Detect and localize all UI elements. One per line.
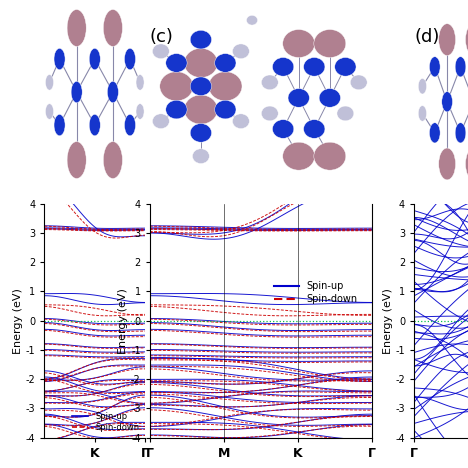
Circle shape bbox=[304, 58, 325, 76]
Circle shape bbox=[190, 124, 212, 142]
Circle shape bbox=[192, 149, 209, 163]
Circle shape bbox=[107, 81, 118, 103]
Circle shape bbox=[103, 9, 123, 46]
Circle shape bbox=[466, 24, 468, 56]
Circle shape bbox=[418, 79, 426, 94]
Circle shape bbox=[442, 92, 453, 112]
Legend: Spin-up, Spin-down: Spin-up, Spin-down bbox=[70, 410, 141, 433]
Text: (c): (c) bbox=[150, 28, 174, 46]
Circle shape bbox=[124, 48, 136, 70]
Circle shape bbox=[439, 24, 455, 56]
Circle shape bbox=[184, 48, 218, 78]
Circle shape bbox=[190, 77, 212, 95]
Circle shape bbox=[430, 123, 440, 143]
Circle shape bbox=[304, 120, 325, 139]
Circle shape bbox=[233, 114, 249, 129]
Circle shape bbox=[45, 104, 53, 119]
Circle shape bbox=[335, 58, 356, 76]
Circle shape bbox=[430, 57, 440, 77]
Y-axis label: Energy (eV): Energy (eV) bbox=[383, 288, 393, 353]
Circle shape bbox=[337, 106, 354, 121]
Circle shape bbox=[160, 72, 193, 101]
Circle shape bbox=[455, 57, 466, 77]
Circle shape bbox=[124, 114, 136, 136]
Circle shape bbox=[272, 58, 294, 76]
Circle shape bbox=[136, 104, 144, 119]
Circle shape bbox=[71, 81, 82, 103]
Circle shape bbox=[439, 148, 455, 180]
Y-axis label: Energy (eV): Energy (eV) bbox=[13, 288, 23, 353]
Circle shape bbox=[184, 95, 218, 124]
Text: (d): (d) bbox=[414, 28, 439, 46]
Circle shape bbox=[166, 100, 187, 119]
Circle shape bbox=[67, 142, 86, 178]
Circle shape bbox=[215, 100, 236, 119]
Y-axis label: Energy (eV): Energy (eV) bbox=[118, 288, 128, 353]
Circle shape bbox=[103, 142, 123, 178]
Circle shape bbox=[54, 48, 65, 70]
Circle shape bbox=[166, 54, 187, 72]
Circle shape bbox=[350, 75, 367, 90]
Circle shape bbox=[215, 54, 236, 72]
Circle shape bbox=[319, 88, 341, 107]
Circle shape bbox=[45, 74, 53, 90]
Circle shape bbox=[272, 120, 294, 139]
Circle shape bbox=[261, 106, 278, 121]
Circle shape bbox=[89, 114, 100, 136]
Circle shape bbox=[89, 48, 100, 70]
Circle shape bbox=[247, 15, 257, 25]
Circle shape bbox=[190, 30, 212, 49]
Circle shape bbox=[283, 142, 314, 170]
Circle shape bbox=[283, 29, 314, 58]
Circle shape bbox=[261, 75, 278, 90]
Circle shape bbox=[466, 148, 468, 180]
Circle shape bbox=[153, 114, 169, 129]
Circle shape bbox=[314, 142, 346, 170]
Circle shape bbox=[54, 114, 65, 136]
Circle shape bbox=[233, 44, 249, 58]
Legend: Spin-up, Spin-down: Spin-up, Spin-down bbox=[271, 278, 360, 307]
Circle shape bbox=[455, 123, 466, 143]
Circle shape bbox=[288, 88, 309, 107]
Circle shape bbox=[67, 9, 86, 46]
Circle shape bbox=[153, 44, 169, 58]
Circle shape bbox=[418, 106, 426, 121]
Circle shape bbox=[314, 29, 346, 58]
Circle shape bbox=[209, 72, 242, 101]
Circle shape bbox=[136, 74, 144, 90]
